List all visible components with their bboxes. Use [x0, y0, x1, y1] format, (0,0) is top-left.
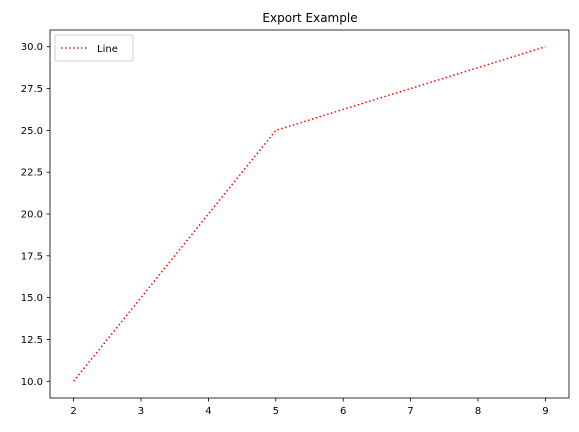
x-tick-label: 6: [340, 406, 346, 417]
chart-title: Export Example: [262, 11, 357, 25]
legend: Line: [54, 34, 134, 62]
x-tick-label: 5: [273, 406, 279, 417]
series-layer: [73, 46, 546, 382]
x-tick-label: 3: [138, 406, 144, 417]
legend-box: [54, 34, 134, 62]
y-tick-label: 20.0: [21, 210, 43, 221]
legend-label-line: Line: [97, 44, 118, 55]
y-tick-label: 27.5: [21, 84, 43, 95]
y-tick-label: 10.0: [21, 377, 43, 388]
series-line: [73, 46, 546, 382]
y-axis: 10.0 12.5 15.0 17.5 20.0 22.5 25.0 27.5 30.0: [21, 42, 50, 388]
plot-frame: [49, 29, 570, 399]
x-tick-label: 2: [70, 406, 76, 417]
y-tick-label: 22.5: [21, 168, 43, 179]
x-tick-label: 7: [407, 406, 413, 417]
x-tick-label: 4: [205, 406, 211, 417]
y-tick-label: 30.0: [21, 42, 43, 53]
y-tick-label: 25.0: [21, 126, 43, 137]
y-tick-label: 15.0: [21, 293, 43, 304]
x-tick-label: 8: [475, 406, 481, 417]
y-tick-label: 12.5: [21, 335, 43, 346]
x-tick-label: 9: [542, 406, 548, 417]
y-tick-label: 17.5: [21, 251, 43, 262]
x-axis: 2 3 4 5 6 7 8 9: [70, 398, 549, 417]
